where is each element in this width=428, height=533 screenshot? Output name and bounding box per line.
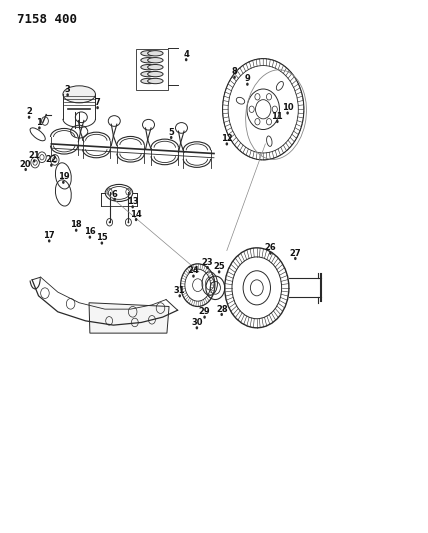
Circle shape [62, 181, 65, 184]
Circle shape [185, 58, 187, 61]
Circle shape [226, 142, 228, 146]
Circle shape [101, 241, 103, 245]
Text: 8: 8 [232, 68, 238, 76]
Ellipse shape [63, 86, 95, 103]
Circle shape [66, 93, 69, 96]
Text: 14: 14 [130, 210, 142, 219]
Text: 27: 27 [289, 249, 301, 257]
Text: 7158 400: 7158 400 [17, 13, 77, 26]
Circle shape [131, 205, 134, 208]
Circle shape [196, 326, 198, 329]
Text: 13: 13 [127, 197, 139, 206]
Circle shape [203, 316, 206, 319]
Text: 9: 9 [244, 75, 250, 83]
Text: 5: 5 [168, 128, 174, 136]
Circle shape [135, 218, 137, 221]
Circle shape [294, 257, 297, 260]
Text: 10: 10 [282, 103, 294, 112]
Ellipse shape [148, 51, 163, 56]
Circle shape [48, 239, 51, 243]
Ellipse shape [148, 71, 163, 77]
Ellipse shape [148, 58, 163, 63]
Text: 12: 12 [221, 134, 233, 143]
Ellipse shape [141, 51, 156, 56]
Circle shape [89, 236, 91, 239]
Text: 3: 3 [65, 85, 71, 94]
Text: 21: 21 [28, 151, 40, 160]
Text: 1: 1 [36, 118, 42, 127]
Polygon shape [89, 303, 169, 333]
Text: 7: 7 [95, 98, 101, 107]
Text: 16: 16 [84, 228, 96, 236]
Text: 19: 19 [57, 173, 69, 181]
Text: 30: 30 [191, 318, 202, 327]
Circle shape [286, 111, 289, 115]
Circle shape [218, 270, 220, 273]
Circle shape [206, 266, 209, 269]
Text: 24: 24 [187, 266, 199, 275]
Circle shape [38, 126, 41, 130]
Ellipse shape [148, 78, 163, 84]
Circle shape [24, 168, 27, 171]
Circle shape [170, 136, 172, 139]
Ellipse shape [141, 58, 156, 63]
Circle shape [192, 274, 195, 278]
Text: 17: 17 [43, 231, 55, 240]
Circle shape [33, 159, 36, 163]
Circle shape [109, 221, 110, 223]
Text: 29: 29 [199, 308, 211, 316]
Text: 15: 15 [96, 233, 108, 242]
Text: 2: 2 [26, 108, 32, 116]
Text: 31: 31 [174, 286, 186, 295]
Ellipse shape [141, 71, 156, 77]
Circle shape [113, 198, 116, 201]
Text: 11: 11 [271, 112, 283, 120]
Text: 18: 18 [70, 221, 82, 229]
Text: 20: 20 [20, 160, 32, 168]
Circle shape [233, 76, 236, 79]
Circle shape [28, 116, 30, 119]
Circle shape [269, 252, 272, 255]
Text: 6: 6 [112, 190, 118, 198]
Circle shape [276, 120, 279, 123]
Circle shape [178, 294, 181, 297]
Text: 23: 23 [202, 258, 214, 266]
Text: 28: 28 [216, 305, 228, 313]
Ellipse shape [141, 64, 156, 70]
Circle shape [75, 229, 77, 232]
Text: 26: 26 [265, 244, 276, 252]
Text: 4: 4 [183, 50, 189, 59]
Text: 22: 22 [45, 156, 57, 164]
Circle shape [128, 221, 129, 223]
Text: 25: 25 [213, 262, 225, 271]
Circle shape [50, 164, 53, 167]
Circle shape [96, 106, 99, 109]
Circle shape [220, 313, 223, 316]
Circle shape [246, 83, 249, 86]
Ellipse shape [148, 64, 163, 70]
Ellipse shape [141, 78, 156, 84]
